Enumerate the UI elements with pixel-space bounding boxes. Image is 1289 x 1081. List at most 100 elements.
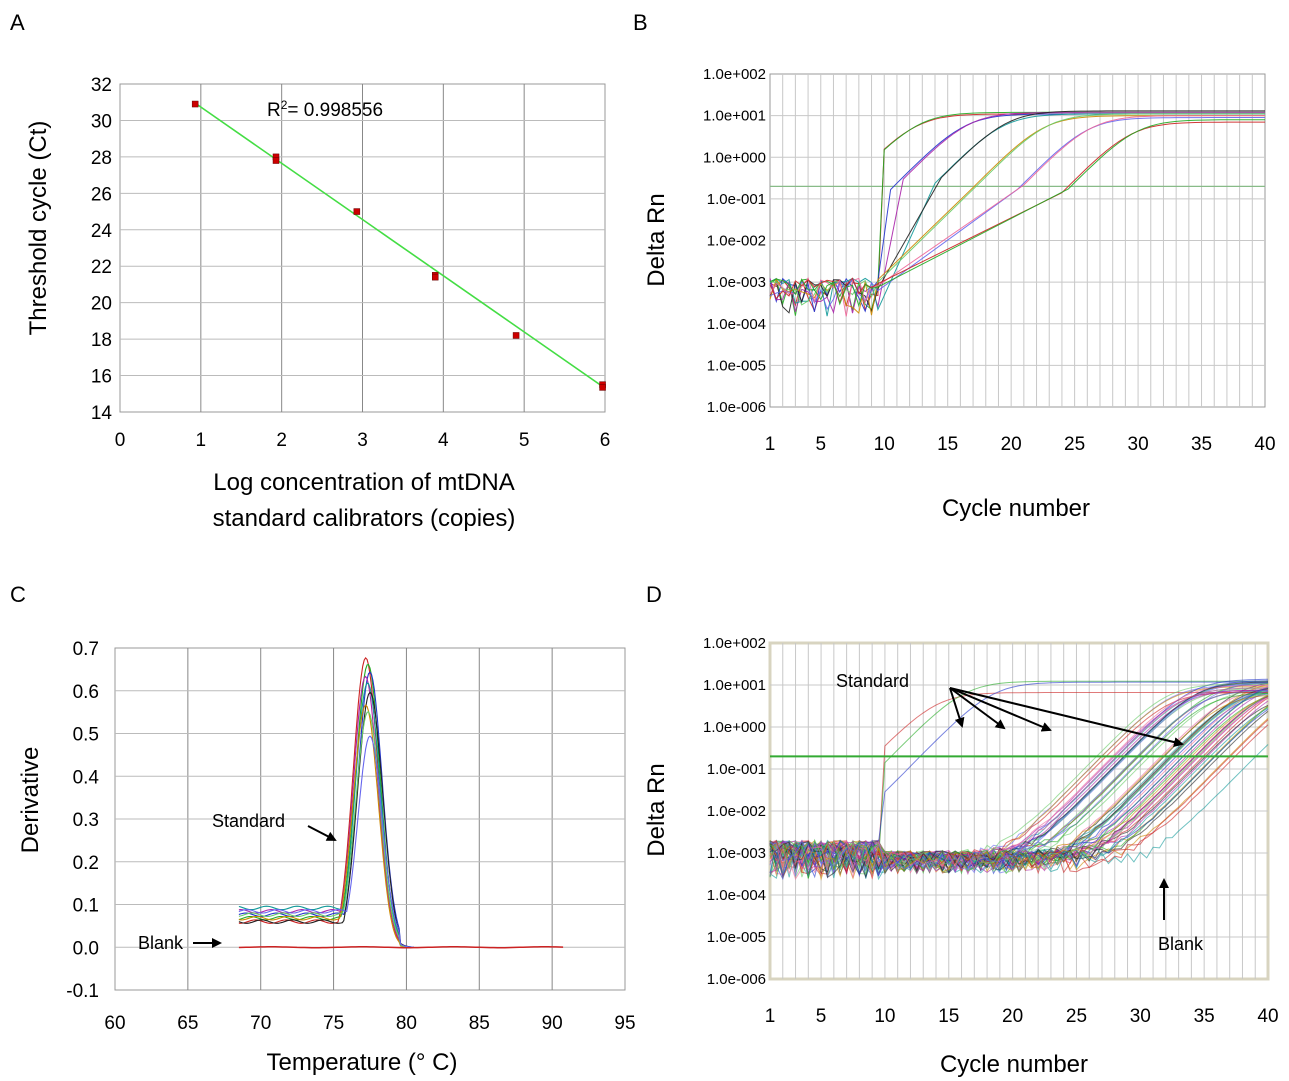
panel-a-y-tick-label: 26 bbox=[91, 184, 112, 205]
panel-label-a: A bbox=[10, 10, 25, 35]
panel-a-r2-annotation: R2= 0.998556 bbox=[267, 98, 383, 121]
d-curve bbox=[769, 684, 1269, 873]
d-curve bbox=[769, 689, 1269, 878]
panel-c-x-tick-label: 60 bbox=[104, 1013, 125, 1034]
d-x-tick-label: 40 bbox=[1257, 1006, 1278, 1027]
panel-b-y-axis-label: Delta Rn bbox=[643, 193, 670, 286]
b-x-tick-label: 20 bbox=[1001, 434, 1022, 455]
d-y-tick-label: 1.0e-005 bbox=[707, 929, 766, 946]
d-y-tick-label: 1.0e+001 bbox=[703, 677, 766, 694]
panel-a-data-point bbox=[512, 332, 520, 339]
b-x-tick-label: 5 bbox=[815, 434, 826, 455]
d-y-tick-label: 1.0e-006 bbox=[707, 971, 766, 988]
panel-c-y-tick-label: 0.7 bbox=[73, 639, 99, 660]
d-x-tick-label: 20 bbox=[1002, 1006, 1023, 1027]
panel-c-standard-arrow bbox=[307, 825, 337, 841]
panel-c-x-tick-label: 70 bbox=[250, 1013, 271, 1034]
panel-a-y-ticks: 14 16 18 20 22 24 26 28 30 32 bbox=[91, 75, 113, 424]
panel-d-arrow-3 bbox=[949, 687, 1052, 732]
panel-b-grid bbox=[770, 74, 1265, 407]
b-y-tick-label: 1.0e-002 bbox=[707, 233, 766, 250]
d-x-tick-label: 15 bbox=[938, 1006, 959, 1027]
panel-a-y-tick-label: 28 bbox=[91, 148, 112, 169]
b-x-tick-label: 15 bbox=[937, 434, 958, 455]
d-curve bbox=[769, 694, 1269, 874]
b-y-tick-label: 1.0e-001 bbox=[707, 191, 766, 208]
panel-b-chart: 1.0e-006 1.0e-005 1.0e-004 1.0e-003 1.0e-002… bbox=[643, 66, 1276, 522]
b-y-tick-label: 1.0e-004 bbox=[707, 316, 766, 333]
d-y-tick-label: 1.0e-004 bbox=[707, 887, 766, 904]
panel-c-blank-curve bbox=[238, 946, 564, 949]
panel-c-grid bbox=[115, 648, 625, 990]
panel-a-x-tick-label: 0 bbox=[115, 430, 126, 451]
b-y-tick-label: 1.0e-005 bbox=[707, 357, 766, 374]
panel-a-points bbox=[191, 100, 606, 391]
panel-c-y-tick-label: 0.3 bbox=[73, 810, 99, 831]
panel-c-y-tick-label: 0.4 bbox=[73, 767, 100, 788]
panel-b-x-axis-label: Cycle number bbox=[942, 495, 1090, 522]
panel-c-melt-curve bbox=[238, 704, 414, 948]
b-y-tick-label: 1.0e-006 bbox=[707, 399, 766, 416]
panel-d-x-ticks: 1 5 10 15 20 25 30 35 40 bbox=[765, 1006, 1279, 1027]
d-curve bbox=[769, 695, 1269, 881]
panel-d-arrow-2 bbox=[949, 687, 1006, 730]
d-y-tick-label: 1.0e+000 bbox=[703, 719, 766, 736]
panel-a-x-tick-label: 5 bbox=[519, 430, 530, 451]
d-x-tick-label: 25 bbox=[1066, 1006, 1087, 1027]
panel-a-x-tick-label: 4 bbox=[438, 430, 449, 451]
panel-b-y-ticks: 1.0e-006 1.0e-005 1.0e-004 1.0e-003 1.0e-002… bbox=[703, 66, 766, 416]
panel-c-x-tick-label: 75 bbox=[323, 1013, 344, 1034]
panel-a-y-axis-label: Threshold cycle (Ct) bbox=[25, 121, 52, 336]
b-x-tick-label: 10 bbox=[874, 434, 895, 455]
b-curve bbox=[769, 110, 1265, 314]
panel-d-x-axis-label: Cycle number bbox=[940, 1051, 1088, 1078]
d-curve bbox=[769, 687, 1269, 879]
panel-c-y-tick-label: 0.2 bbox=[73, 853, 99, 874]
panel-c-chart: -0.1 0.0 0.1 0.2 0.3 0.4 0.5 0.6 0.7 60 65 70 75 80 8… bbox=[17, 639, 636, 1076]
d-x-tick-label: 5 bbox=[816, 1006, 827, 1027]
panel-c-y-tick-label: 0.6 bbox=[73, 682, 99, 703]
d-y-tick-label: 1.0e-003 bbox=[707, 845, 766, 862]
d-y-tick-label: 1.0e-001 bbox=[707, 761, 766, 778]
panel-d-arrow-4 bbox=[949, 687, 1184, 747]
panel-a-y-tick-label: 22 bbox=[91, 257, 112, 278]
panel-a-y-tick-label: 20 bbox=[91, 294, 112, 315]
panel-c-y-tick-label: 0.5 bbox=[73, 725, 99, 746]
panel-a-x-axis-label-line2: standard calibrators (copies) bbox=[213, 505, 516, 532]
panel-c-curves bbox=[238, 657, 564, 949]
panel-a-y-tick-label: 18 bbox=[91, 330, 112, 351]
panel-label-d: D bbox=[646, 582, 662, 607]
panel-a-data-point bbox=[432, 273, 439, 281]
panel-a-chart: 14 16 18 20 22 24 26 28 30 32 0 1 2 3 4 5 6 R2= 0.99855… bbox=[25, 75, 610, 532]
panel-d-arrow-1 bbox=[949, 687, 965, 728]
d-y-tick-label: 1.0e-002 bbox=[707, 803, 766, 820]
d-y-tick-label: 1.0e+002 bbox=[703, 635, 766, 652]
b-y-tick-label: 1.0e+000 bbox=[703, 149, 766, 166]
b-x-tick-label: 25 bbox=[1064, 434, 1085, 455]
panel-a-x-tick-label: 6 bbox=[600, 430, 611, 451]
panel-a-data-point bbox=[272, 157, 280, 164]
panel-c-x-axis-label: Temperature (° C) bbox=[267, 1049, 458, 1076]
panel-d-curves bbox=[769, 678, 1269, 881]
panel-c-melt-curve bbox=[238, 675, 414, 948]
panel-a-data-point bbox=[353, 208, 361, 215]
panel-c-y-tick-label: 0.0 bbox=[73, 938, 99, 959]
panel-c-x-tick-label: 65 bbox=[177, 1013, 198, 1034]
panel-a-x-axis-label-line1: Log concentration of mtDNA bbox=[213, 469, 515, 496]
panel-d-standard-arrows bbox=[949, 687, 1184, 747]
panel-c-y-tick-label: -0.1 bbox=[66, 981, 99, 1002]
panel-a-fit-line bbox=[194, 102, 604, 388]
panel-label-b: B bbox=[633, 10, 648, 35]
panel-c-x-tick-label: 95 bbox=[614, 1013, 635, 1034]
panel-b-curves bbox=[769, 110, 1265, 317]
panel-a-y-tick-label: 32 bbox=[91, 75, 112, 96]
panel-d-standard-annotation: Standard bbox=[836, 671, 909, 691]
panel-d-y-ticks: 1.0e-006 1.0e-005 1.0e-004 1.0e-003 1.0e-002… bbox=[703, 635, 766, 988]
b-x-tick-label: 40 bbox=[1254, 434, 1275, 455]
panel-d-y-axis-label: Delta Rn bbox=[643, 763, 670, 856]
d-x-tick-label: 30 bbox=[1130, 1006, 1151, 1027]
panel-a-y-tick-label: 30 bbox=[91, 111, 112, 132]
b-x-tick-label: 35 bbox=[1191, 434, 1212, 455]
d-x-tick-label: 35 bbox=[1194, 1006, 1215, 1027]
panel-c-y-axis-label: Derivative bbox=[17, 747, 44, 854]
